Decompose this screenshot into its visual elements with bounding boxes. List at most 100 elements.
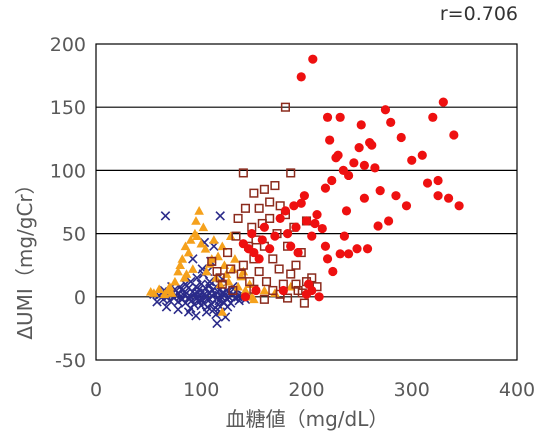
data-point <box>204 276 215 287</box>
data-point <box>206 254 217 263</box>
data-point <box>328 266 338 277</box>
data-point <box>160 211 171 221</box>
x-tick-label: 400 <box>499 379 535 401</box>
y-tick-label: 150 <box>50 97 86 119</box>
data-point <box>268 254 278 264</box>
y-tick-label: 0 <box>74 287 86 309</box>
data-point <box>352 244 362 254</box>
data-point <box>259 285 270 295</box>
data-point <box>240 285 251 295</box>
data-point <box>207 256 217 266</box>
data-point <box>154 284 164 294</box>
data-point <box>320 241 331 251</box>
data-point <box>428 112 438 122</box>
data-point <box>280 102 290 112</box>
data-point <box>367 140 377 150</box>
data-point <box>265 197 275 207</box>
data-point <box>339 231 349 241</box>
data-point <box>215 273 225 283</box>
data-point <box>282 229 293 239</box>
data-point <box>325 135 335 145</box>
data-point <box>417 150 427 160</box>
data-point <box>327 175 337 186</box>
data-point <box>443 193 454 203</box>
data-point <box>204 280 215 291</box>
data-point <box>196 300 207 311</box>
data-point <box>356 120 366 130</box>
data-point <box>200 283 211 293</box>
data-point <box>380 105 391 115</box>
y-axis-ticks: -50 0 50 100 150 200 <box>50 34 86 372</box>
data-point <box>270 288 280 297</box>
data-point <box>308 54 318 64</box>
data-point <box>275 201 285 211</box>
data-point <box>247 229 257 239</box>
data-point <box>280 206 291 216</box>
data-point <box>307 231 317 241</box>
data-point <box>149 288 159 297</box>
data-point <box>286 269 296 279</box>
data-point <box>301 216 312 226</box>
x-tick-label: 200 <box>288 379 324 401</box>
data-point <box>183 247 194 257</box>
data-point <box>192 231 202 240</box>
x-tick-label: 0 <box>90 379 102 401</box>
data-point <box>349 158 359 168</box>
data-point <box>322 254 333 264</box>
data-point <box>188 264 198 273</box>
data-point <box>213 251 223 261</box>
data-point <box>359 160 369 170</box>
data-point <box>396 132 406 143</box>
data-point <box>320 183 331 193</box>
data-point <box>375 186 385 196</box>
y-tick-label: 50 <box>62 224 86 246</box>
data-point <box>373 221 383 231</box>
data-point <box>226 264 236 274</box>
data-point <box>161 302 172 312</box>
data-point <box>433 175 443 186</box>
y-tick-label: -50 <box>55 350 86 372</box>
data-point <box>291 260 301 270</box>
data-points <box>145 54 464 329</box>
data-point <box>391 191 401 201</box>
data-point <box>291 279 301 289</box>
data-point <box>177 285 188 296</box>
data-point <box>386 117 396 127</box>
data-point <box>233 213 243 223</box>
data-point <box>211 309 221 320</box>
data-point <box>275 213 285 224</box>
data-point <box>175 260 185 270</box>
data-point <box>314 292 324 302</box>
data-point <box>296 198 306 208</box>
data-point <box>198 222 209 232</box>
data-point <box>317 223 327 234</box>
data-point <box>265 213 275 223</box>
data-point <box>185 235 196 244</box>
data-point <box>291 222 301 232</box>
data-point <box>335 112 345 122</box>
data-point <box>270 181 280 191</box>
x-axis-ticks: 0 100 200 300 400 <box>90 379 535 401</box>
data-point <box>230 254 240 263</box>
data-point <box>251 285 261 296</box>
data-point <box>286 241 296 251</box>
data-point <box>407 155 417 165</box>
data-point <box>259 294 269 304</box>
data-point <box>213 299 223 310</box>
data-point <box>383 216 394 226</box>
data-point <box>228 285 238 296</box>
data-point <box>164 281 175 291</box>
data-point <box>173 266 183 276</box>
data-point <box>259 222 269 232</box>
data-point <box>233 281 243 291</box>
data-point <box>166 288 177 297</box>
data-point <box>362 244 373 254</box>
data-point <box>249 294 259 304</box>
data-point <box>249 188 259 198</box>
data-point <box>170 276 180 286</box>
x-axis-label: 血糖値（mg/dL） <box>226 407 389 431</box>
data-point <box>422 178 433 188</box>
data-point <box>194 206 204 215</box>
data-point <box>192 273 202 283</box>
